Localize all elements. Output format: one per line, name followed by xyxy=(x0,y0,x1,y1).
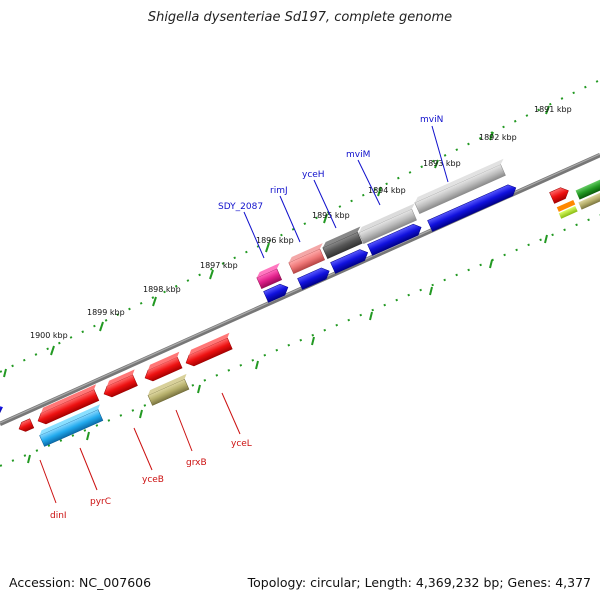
leaders-top xyxy=(243,125,449,259)
gene-yceL[interactable] xyxy=(182,332,236,369)
gene-yceH[interactable] xyxy=(321,226,367,259)
gene-red-e[interactable] xyxy=(17,418,35,434)
gene-mviN[interactable] xyxy=(413,158,510,214)
tick-label-1900: 1900 kbp xyxy=(30,331,68,340)
tick-label-1892: 1892 kbp xyxy=(479,133,517,142)
tick-ring-inner xyxy=(0,214,600,467)
genome-summary-text: Topology: circular; Length: 4,369,232 bp… xyxy=(247,575,591,590)
gene-rimJ[interactable] xyxy=(287,243,329,274)
tick-label-1898: 1898 kbp xyxy=(143,285,181,294)
gene-right-orange[interactable] xyxy=(556,199,576,212)
tick-label-1899: 1899 kbp xyxy=(87,308,125,317)
gene-right-red[interactable] xyxy=(549,185,571,204)
tick-ring-outer xyxy=(0,79,600,373)
tick-label-1894: 1894 kbp xyxy=(368,186,406,195)
tick-label-1895: 1895 kbp xyxy=(312,211,350,220)
gene-mviM[interactable] xyxy=(357,203,421,244)
gene-red-d[interactable] xyxy=(34,384,103,426)
label-mviN[interactable]: mviN xyxy=(420,115,443,125)
label-mviM[interactable]: mviM xyxy=(346,150,370,160)
gene-grxB[interactable] xyxy=(146,373,192,406)
map-title: Shigella dysenteriae Sd197, complete gen… xyxy=(147,10,453,25)
gene-red-c[interactable] xyxy=(100,369,141,399)
tick-label-1896: 1896 kbp xyxy=(256,236,294,245)
gene-right-lime[interactable] xyxy=(558,205,578,219)
gene-track-outer-forward xyxy=(255,158,600,289)
tick-label-1897: 1897 kbp xyxy=(200,261,238,270)
label-pyrC[interactable]: pyrC xyxy=(90,497,111,507)
major-ticks-inner xyxy=(27,234,548,464)
gene-right-olive[interactable] xyxy=(578,190,600,210)
tick-label-1893: 1893 kbp xyxy=(423,159,461,168)
gene-blue-3[interactable] xyxy=(330,247,371,274)
gene-blue-left[interactable] xyxy=(0,403,5,417)
label-yceB[interactable]: yceB xyxy=(142,475,164,485)
label-yceH[interactable]: yceH xyxy=(302,170,325,180)
label-SDY_2087[interactable]: SDY_2087 xyxy=(218,202,263,212)
label-rimJ[interactable]: rimJ xyxy=(270,186,288,196)
gene-track-inner xyxy=(17,332,236,447)
gene-red-b[interactable] xyxy=(141,351,186,384)
gene-blue-1[interactable] xyxy=(427,182,519,232)
gene-track-outer-reverse xyxy=(0,182,519,417)
gene-pyrC[interactable] xyxy=(38,404,107,447)
leaders-bottom xyxy=(39,392,241,504)
label-grxB[interactable]: grxB xyxy=(186,458,207,468)
gene-right-green[interactable] xyxy=(575,178,600,200)
tick-label-1891: 1891 kbp xyxy=(534,105,572,114)
gene-blue-4[interactable] xyxy=(297,266,332,290)
accession-text: Accession: NC_007606 xyxy=(9,575,152,590)
gene-SDY_2087[interactable] xyxy=(255,263,286,289)
gene-blue-5[interactable] xyxy=(263,282,291,303)
gene-blue-2[interactable] xyxy=(367,222,424,256)
label-yceL[interactable]: yceL xyxy=(231,439,252,449)
label-dinI[interactable]: dinI xyxy=(50,511,67,521)
major-ticks-outer xyxy=(3,105,550,378)
